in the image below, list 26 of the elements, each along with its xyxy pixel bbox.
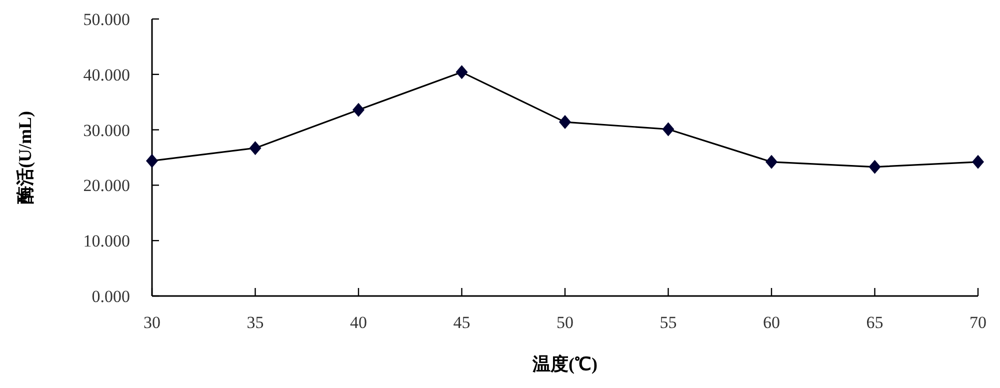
point [146,154,158,168]
point [868,160,881,174]
x-tick-label: 40 [350,313,367,332]
x-tick-label: 45 [453,313,470,332]
point [766,154,778,169]
x-tick-label: 35 [246,313,264,332]
point [559,115,571,130]
y-tick-label: 40.000 [83,65,130,84]
x-tick-label: 65 [866,313,884,332]
point [662,122,674,136]
x-tick-label: 50 [556,313,574,332]
point [972,154,984,169]
point [249,141,262,156]
point [456,65,468,80]
y-tick-label: 20.000 [83,176,130,196]
x-axis-title: 温度(℃) [532,354,598,374]
x-tick-label: 55 [660,313,677,332]
x-tick-label: 70 [970,313,986,332]
point [352,102,364,117]
x-tick-label: 60 [763,313,780,332]
x-tick-label: 30 [144,313,160,332]
y-axis-title: 酶活(U/mL) [15,111,35,204]
y-tick-label: 10.000 [83,232,130,251]
y-tick-label: 30.000 [83,120,130,140]
y-tick-label: 0.000 [92,287,130,306]
y-tick-label: 50.000 [83,10,130,29]
